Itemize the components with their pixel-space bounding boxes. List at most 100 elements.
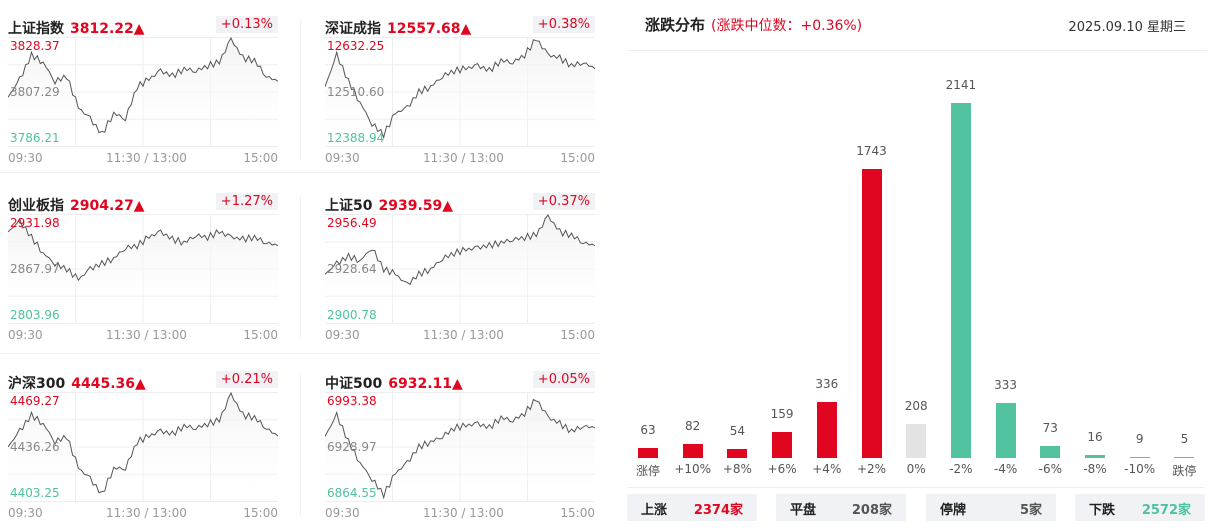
mid-label: 2867.97	[10, 262, 60, 276]
time-mid: 11:30 / 13:00	[423, 151, 504, 165]
summary-value: 208家	[851, 503, 892, 518]
summary-label: 上涨	[641, 503, 668, 518]
index-sparkline: 12632.25 12510.60 12388.94	[324, 37, 596, 147]
high-label: 3828.37	[10, 39, 60, 53]
time-mid: 11:30 / 13:00	[106, 328, 187, 342]
summary-box: 平盘 208家	[776, 494, 906, 521]
bar-category: +10%	[674, 462, 712, 476]
high-label: 2956.49	[327, 216, 377, 230]
bar[interactable]	[1174, 457, 1195, 458]
bar[interactable]	[816, 402, 837, 458]
index-change: +0.13%	[215, 16, 278, 33]
summary-label: 下跌	[1089, 503, 1116, 518]
bar-category: -6%	[1038, 462, 1062, 476]
index-name: 上证50 2939.59▲	[325, 195, 453, 215]
index-panel[interactable]: 上证50 2939.59▲ +0.37% 2956.49 2928.64 2900…	[324, 185, 596, 350]
median-text: (涨跌中位数：+0.36%)	[711, 18, 863, 34]
time-end: 15:00	[243, 506, 278, 520]
bar-value: 16	[1087, 430, 1103, 445]
bar-category: 跌停	[1172, 464, 1197, 478]
divider	[0, 353, 600, 354]
bar[interactable]	[1040, 445, 1061, 458]
summary-label: 停牌	[940, 503, 967, 518]
bar-value: 5	[1180, 432, 1189, 446]
bar[interactable]	[1085, 455, 1105, 458]
bar-value: 82	[685, 419, 701, 434]
bar[interactable]	[995, 402, 1016, 458]
divider	[627, 50, 1207, 51]
bar[interactable]	[950, 103, 971, 458]
time-start: 09:30	[325, 506, 360, 520]
index-name: 创业板指 2904.27▲	[8, 195, 145, 215]
index-panel[interactable]: 创业板指 2904.27▲ +1.27% 2931.98 2867.97 2803…	[7, 185, 279, 350]
sparkline-line	[7, 391, 279, 494]
sparkline-line	[324, 214, 596, 286]
summary-label: 平盘	[790, 503, 817, 518]
low-label: 6864.55	[327, 486, 377, 500]
time-end: 15:00	[560, 328, 595, 342]
bar[interactable]	[682, 444, 703, 458]
low-label: 2803.96	[10, 308, 60, 322]
date-label: 2025.09.10 星期三	[1068, 20, 1186, 35]
index-name-text: 中证500	[325, 376, 383, 392]
divider	[300, 197, 301, 337]
summary-box: 停牌 5家	[926, 494, 1056, 521]
mid-label: 6928.97	[327, 440, 377, 454]
time-mid: 11:30 / 13:00	[106, 506, 187, 520]
sparkline-svg	[324, 214, 596, 324]
sparkline-svg	[324, 392, 596, 502]
bar-category: -8%	[1083, 462, 1107, 476]
bar-value: 333	[994, 377, 1018, 392]
index-panel[interactable]: 中证500 6932.11▲ +0.05% 6993.38 6928.97 686…	[324, 363, 596, 528]
bar[interactable]	[861, 169, 882, 458]
summary-value: 2572家	[1141, 503, 1191, 518]
distribution-title: 涨跌分布 (涨跌中位数：+0.36%)	[645, 14, 862, 35]
index-sparkline: 6993.38 6928.97 6864.55	[324, 392, 596, 502]
mid-label: 4436.26	[10, 440, 60, 454]
low-label: 3786.21	[10, 131, 60, 145]
time-mid: 11:30 / 13:00	[423, 506, 504, 520]
divider	[627, 487, 1205, 488]
time-end: 15:00	[243, 151, 278, 165]
time-end: 15:00	[560, 151, 595, 165]
divider	[300, 375, 301, 515]
sparkline-area	[8, 38, 278, 147]
bar[interactable]	[638, 447, 658, 458]
time-end: 15:00	[243, 328, 278, 342]
summary-box: 下跌 2572家	[1075, 494, 1205, 521]
sparkline-svg	[324, 37, 596, 147]
sparkline-svg	[7, 214, 279, 324]
index-price: 4445.36▲	[71, 376, 146, 392]
index-name: 上证指数 3812.22▲	[8, 18, 145, 38]
index-change: +0.05%	[532, 371, 595, 388]
index-panel[interactable]: 沪深300 4445.36▲ +0.21% 4469.27 4436.26 440…	[7, 363, 279, 528]
index-sparkline: 3828.37 3807.29 3786.21	[7, 36, 279, 147]
index-price: 12557.68▲	[387, 21, 472, 37]
index-panel[interactable]: 上证指数 3812.22▲ +0.13% 3828.37 3807.29 3786…	[7, 8, 279, 173]
index-panel[interactable]: 深证成指 12557.68▲ +0.38% 12632.25 12510.60 1…	[324, 8, 596, 173]
index-name-text: 创业板指	[8, 198, 64, 214]
bar-value: 159	[770, 406, 794, 421]
bar[interactable]	[1129, 456, 1150, 458]
index-price: 2904.27▲	[70, 198, 145, 214]
mid-label: 12510.60	[327, 85, 385, 99]
mid-label: 2928.64	[327, 262, 377, 276]
bar-value: 63	[640, 422, 656, 437]
divider	[0, 172, 600, 173]
high-label: 2931.98	[10, 216, 60, 230]
divider	[300, 20, 301, 160]
index-sparkline: 2956.49 2928.64 2900.78	[324, 214, 596, 324]
bar-category: 涨停	[635, 464, 660, 478]
summary-box: 上涨 2374家	[627, 494, 757, 521]
index-name: 深证成指 12557.68▲	[325, 18, 471, 38]
bar[interactable]	[727, 449, 748, 458]
sparkline-svg	[7, 36, 279, 147]
bar-category: -2%	[949, 462, 973, 476]
index-name-text: 沪深300	[8, 376, 66, 392]
index-price: 6932.11▲	[388, 376, 463, 392]
bar[interactable]	[906, 423, 927, 458]
bar-value: 336	[815, 377, 839, 392]
index-name-text: 深证成指	[325, 21, 381, 37]
bar-value: 54	[729, 424, 746, 439]
bar[interactable]	[772, 431, 793, 458]
